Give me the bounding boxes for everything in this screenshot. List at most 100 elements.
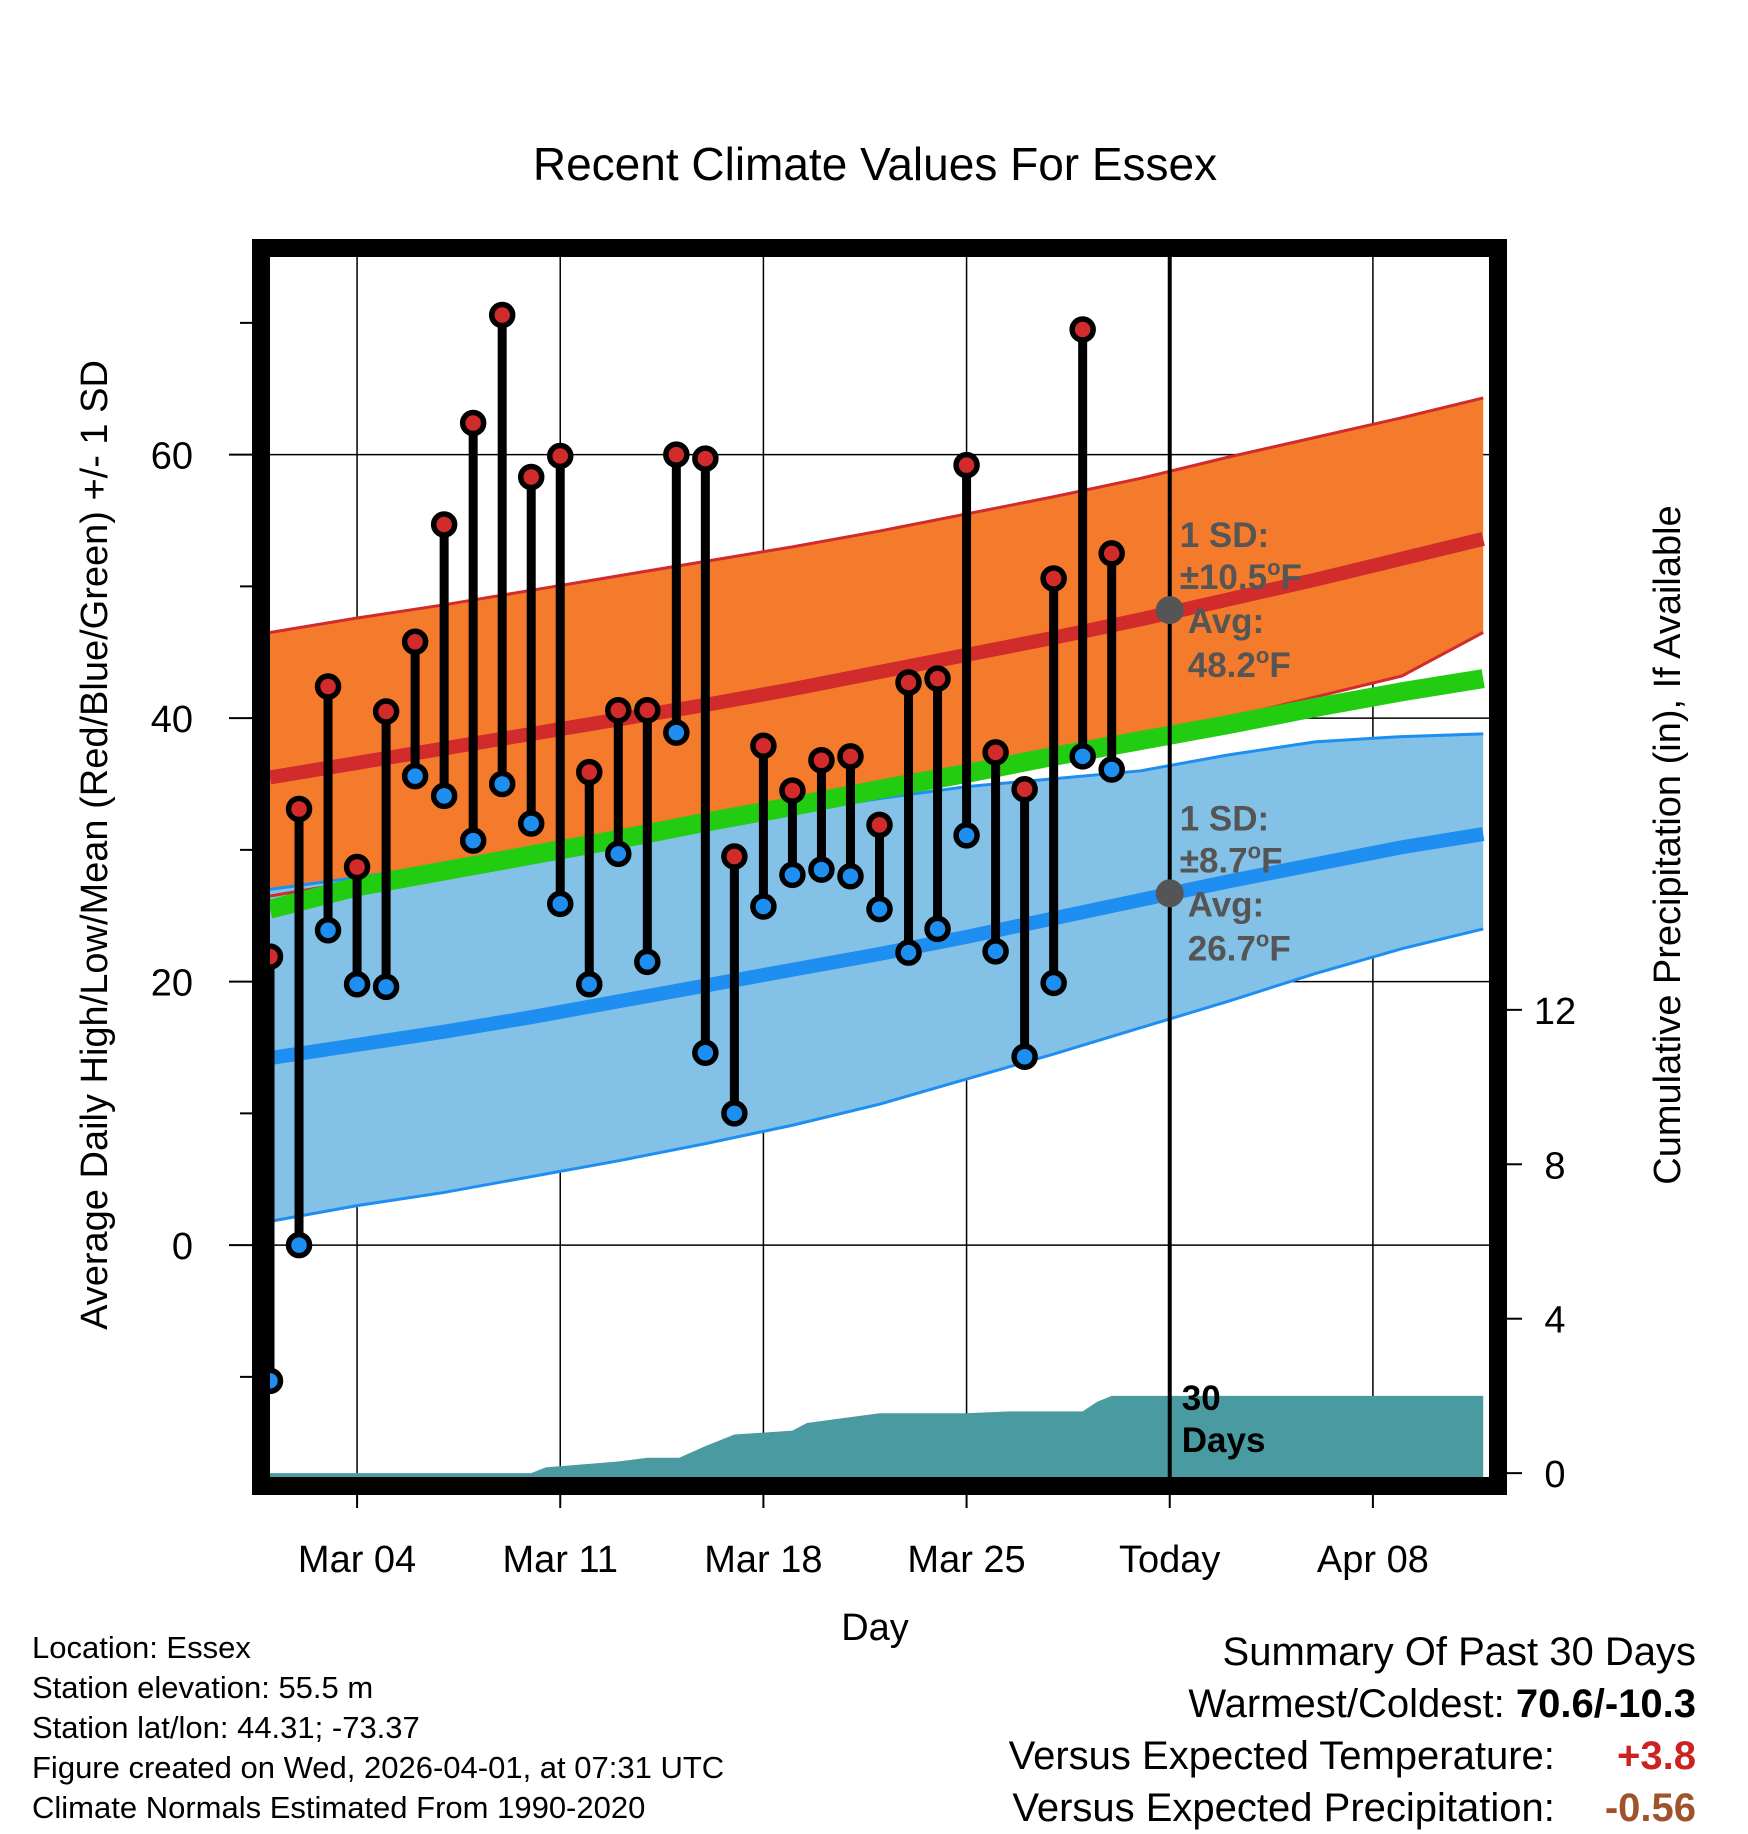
high-avg-title: Avg: <box>1188 602 1264 641</box>
station-info: Location: Essex Station elevation: 55.5 … <box>32 1628 724 1828</box>
daily-high-point <box>1098 540 1125 567</box>
daily-low-point <box>837 862 864 890</box>
daily-high-point <box>982 739 1009 766</box>
daily-low-point <box>1098 756 1125 783</box>
daily-low-point <box>982 938 1009 965</box>
daily-low-point <box>895 939 922 966</box>
y2-tick-label: 12 <box>1534 991 1576 1033</box>
daily-low-point <box>953 822 980 849</box>
daily-high-point <box>517 463 545 491</box>
daily-high-point <box>750 732 777 760</box>
daily-high-point <box>692 445 719 472</box>
temp-anomaly-label: Versus Expected Temperature: <box>1008 1734 1555 1778</box>
y2-axis-label: Cumulative Precipitation (in), If Availa… <box>1647 505 1689 1184</box>
x-tick-label: Mar 11 <box>503 1539 618 1581</box>
low-avg-title: Avg: <box>1188 885 1264 924</box>
daily-high-point <box>372 698 400 725</box>
high-sd-value: ±10.5oF <box>1180 555 1302 597</box>
daily-high-point <box>895 669 922 696</box>
mean-normal-line <box>267 669 1485 919</box>
daily-low-point <box>605 840 632 868</box>
daily-low-point <box>924 915 951 943</box>
daily-high-point <box>721 843 748 870</box>
daily-high-point <box>401 628 429 655</box>
latlon-text: Station lat/lon: 44.31; -73.37 <box>32 1710 420 1745</box>
precip-anomaly-value: -0.56 <box>1604 1786 1696 1830</box>
daily-low-point <box>343 971 371 998</box>
days-count-label: 30 <box>1182 1379 1221 1418</box>
daily-low-point <box>634 948 661 976</box>
created-text: Figure created on Wed, 2026-04-01, at 07… <box>32 1750 725 1785</box>
daily-high-point <box>285 795 313 823</box>
daily-low-point <box>401 762 429 790</box>
daily-low-point <box>285 1231 313 1259</box>
daily-low-point <box>517 810 545 837</box>
y2-tick-label: 8 <box>1544 1145 1565 1187</box>
high-sd-band <box>270 397 1484 896</box>
summary-panel: Summary Of Past 30 Days Warmest/Coldest:… <box>1009 1626 1696 1834</box>
daily-low-point <box>372 973 400 1001</box>
precipitation-area <box>270 1395 1484 1477</box>
high-sd-title: 1 SD: <box>1180 516 1269 555</box>
daily-high-point <box>866 811 893 839</box>
temp-anomaly-row: Versus Expected Temperature: +3.8 <box>1009 1730 1696 1782</box>
normals-text: Climate Normals Estimated From 1990-2020 <box>32 1790 646 1825</box>
daily-low-point <box>808 856 835 883</box>
location-text: Location: Essex <box>32 1630 251 1665</box>
daily-low-point <box>576 971 603 998</box>
x-tick-label: Apr 08 <box>1317 1539 1429 1581</box>
daily-high-point <box>1069 316 1096 343</box>
elevation-text: Station elevation: 55.5 m <box>32 1670 374 1705</box>
daily-high-point <box>837 743 864 770</box>
low-normal-line <box>268 827 1485 1065</box>
daily-low-point <box>1040 969 1067 997</box>
daily-high-point <box>1011 776 1038 803</box>
daily-low-point <box>459 827 487 854</box>
daily-low-point <box>692 1039 719 1067</box>
low-avg-value: 26.7oF <box>1188 926 1291 968</box>
daily-high-point <box>634 696 661 724</box>
x-tick-label: Today <box>1119 1539 1220 1581</box>
daily-low-point <box>1069 743 1096 770</box>
daily-high-point <box>663 441 690 468</box>
daily-high-point <box>1040 565 1067 592</box>
temp-anomaly-value: +3.8 <box>1617 1734 1696 1778</box>
warmest-coldest-row: Warmest/Coldest: 70.6/-10.3 <box>1009 1678 1696 1730</box>
low-sd-title: 1 SD: <box>1180 799 1269 838</box>
y-axis-label: Average Daily High/Low/Mean (Red/Blue/Gr… <box>74 360 116 1330</box>
y-tick-label: 0 <box>172 1226 193 1268</box>
x-tick-label: Mar 04 <box>298 1539 416 1581</box>
observations <box>256 301 1125 1395</box>
y-tick-label: 60 <box>151 436 193 478</box>
daily-high-point <box>343 853 371 881</box>
low-sd-value: ±8.7oF <box>1180 838 1283 880</box>
summary-heading: Summary Of Past 30 Days <box>1222 1630 1696 1674</box>
daily-low-point <box>314 916 342 944</box>
x-tick-label: Mar 18 <box>704 1539 822 1581</box>
x-tick-label: Mar 25 <box>907 1539 1025 1581</box>
daily-high-point <box>953 451 980 479</box>
precip-area <box>270 1395 1484 1477</box>
daily-high-point <box>314 673 342 700</box>
y2-tick-label: 4 <box>1544 1300 1565 1342</box>
axes: Mar 04 Mar 11 Mar 18 Mar 25 Today Apr 0802040… <box>151 321 1576 1581</box>
daily-high-point <box>924 665 951 692</box>
daily-high-point <box>779 777 806 804</box>
today-low-avg-dot <box>1155 879 1184 908</box>
daily-high-point <box>488 301 516 329</box>
y-tick-label: 40 <box>151 699 193 741</box>
daily-low-point <box>779 861 806 889</box>
daily-high-point <box>576 758 603 786</box>
today-high-avg-dot <box>1155 596 1184 625</box>
daily-low-point <box>1011 1043 1038 1070</box>
daily-high-point <box>605 696 632 724</box>
daily-low-point <box>430 782 458 810</box>
daily-low-point <box>546 890 574 918</box>
y2-tick-label: 0 <box>1544 1454 1565 1496</box>
daily-low-point <box>866 895 893 923</box>
chart-title: Recent Climate Values For Essex <box>533 138 1217 190</box>
daily-low-point <box>750 893 777 920</box>
daily-low-point <box>721 1100 748 1127</box>
